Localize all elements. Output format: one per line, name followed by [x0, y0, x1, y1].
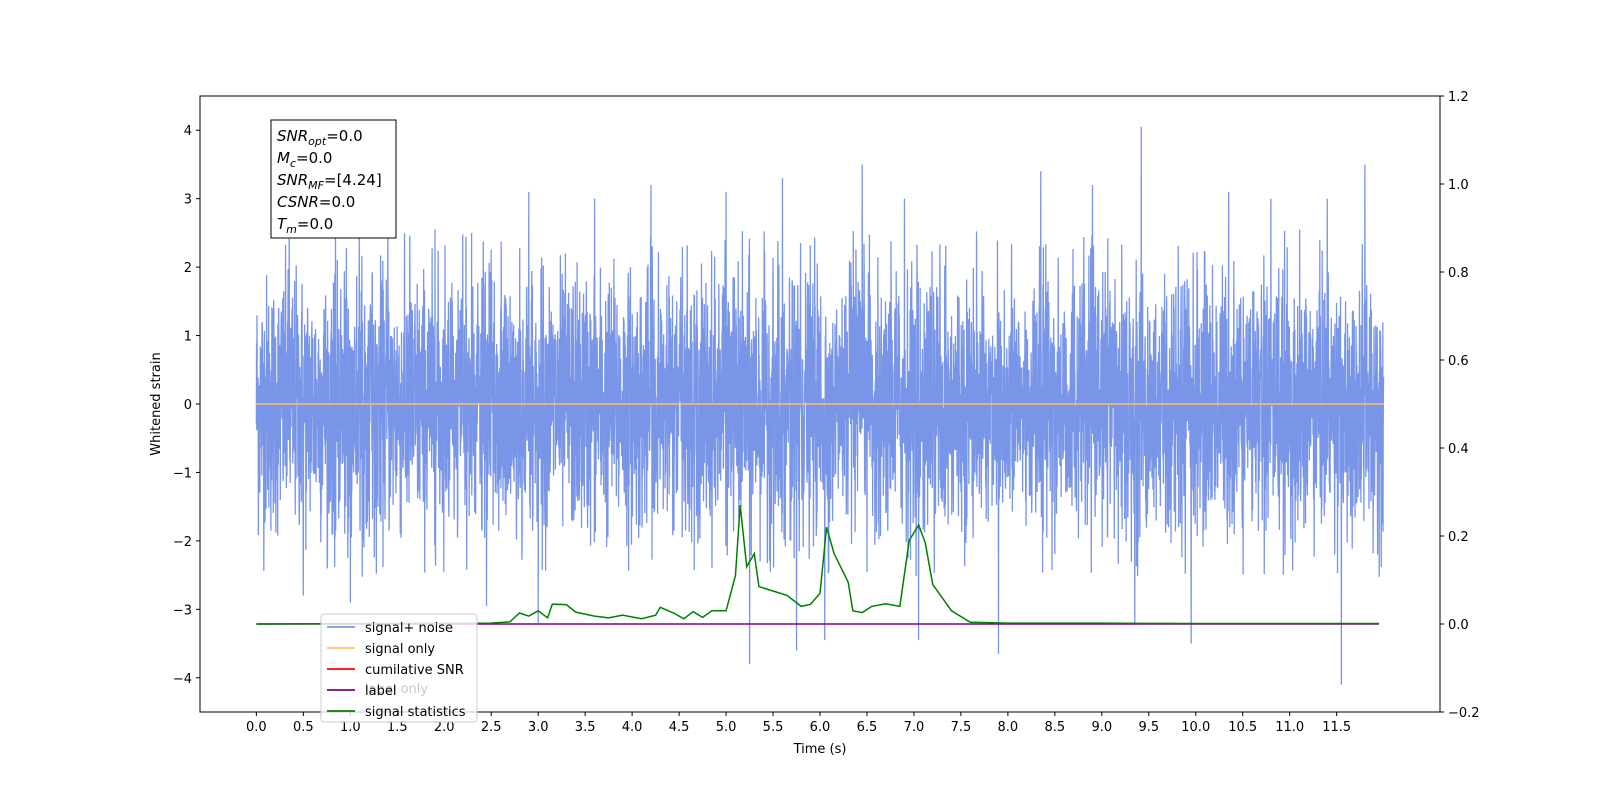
- y-tick-label: −3: [173, 603, 192, 618]
- x-tick-label: 9.5: [1138, 720, 1159, 735]
- y2-tick-label: 1.2: [1448, 90, 1469, 105]
- y-tick-label: 4: [184, 124, 192, 139]
- y2-tick-label: 0.2: [1448, 530, 1469, 545]
- legend-entry: signal only: [365, 642, 435, 657]
- x-tick-label: 11.0: [1275, 720, 1304, 735]
- y-tick-label: −1: [173, 466, 192, 481]
- x-tick-label: 9.0: [1091, 720, 1112, 735]
- x-tick-label: 10.0: [1181, 720, 1210, 735]
- x-tick-label: 3.0: [528, 720, 549, 735]
- x-tick-label: 1.5: [387, 720, 408, 735]
- y2-tick-label: 0.8: [1448, 266, 1469, 281]
- x-tick-label: 0.0: [246, 720, 267, 735]
- legend-ghost-text: label only: [365, 682, 428, 697]
- legend-entry: signal statistics: [365, 705, 466, 720]
- x-axis-label: Time (s): [793, 742, 847, 757]
- legend-entry: signal+ noise: [365, 621, 453, 636]
- series-signal-noise-line: [255, 126, 1385, 685]
- x-tick-label: 3.5: [575, 720, 596, 735]
- y-tick-label: −4: [173, 672, 192, 687]
- y-axis-right: −0.2 0.0 0.2 0.4 0.6 0.8 1.0 1.2: [1440, 90, 1480, 721]
- legend-entry: cumilative SNR: [365, 663, 464, 678]
- series-signal-statistics-line: [256, 505, 1379, 625]
- x-tick-label: 0.5: [293, 720, 314, 735]
- x-tick-label: 1.0: [340, 720, 361, 735]
- y-tick-label: 2: [184, 261, 192, 276]
- legend-frame: [320, 613, 478, 723]
- x-tick-label: 4.5: [669, 720, 690, 735]
- y-axis-label: Whitened strain: [149, 352, 164, 455]
- y-axis-left: −4 −3 −2 −1 0 1 2 3 4: [173, 124, 200, 687]
- y2-tick-label: 0.6: [1448, 354, 1469, 369]
- x-axis: 0.0 0.5 1.0 1.5 2.0 2.5 3.0 3.5 4.0 4.5 5.0 5.5 6.0 6…: [246, 712, 1351, 735]
- info-line: CSNR=0.0: [277, 193, 355, 211]
- y2-tick-label: 0.4: [1448, 442, 1469, 457]
- x-tick-label: 11.5: [1322, 720, 1351, 735]
- x-tick-label: 6.5: [857, 720, 878, 735]
- info-line: SNRMF=[4.24]: [277, 171, 382, 192]
- x-tick-label: 2.5: [481, 720, 502, 735]
- x-tick-label: 8.0: [998, 720, 1019, 735]
- legend-entry: label: [365, 684, 396, 699]
- x-tick-label: 6.0: [810, 720, 831, 735]
- y-tick-label: 1: [184, 330, 192, 345]
- y2-tick-label: −0.2: [1448, 706, 1480, 721]
- y-tick-label: 3: [184, 193, 192, 208]
- y2-tick-label: 1.0: [1448, 178, 1469, 193]
- y-tick-label: 0: [184, 398, 192, 413]
- legend: label only signal+ noise signal only cumila…: [320, 613, 478, 723]
- x-tick-label: 4.0: [622, 720, 643, 735]
- info-line: Tm=0.0: [277, 215, 333, 236]
- x-tick-label: 2.0: [434, 720, 455, 735]
- x-tick-label: 5.0: [716, 720, 737, 735]
- info-line: Mc=0.0: [277, 149, 332, 170]
- x-tick-label: 5.5: [763, 720, 784, 735]
- info-box-frame: [270, 119, 397, 239]
- y2-tick-label: 0.0: [1448, 618, 1469, 633]
- x-tick-label: 7.5: [951, 720, 972, 735]
- y-tick-label: −2: [173, 535, 192, 550]
- x-tick-label: 8.5: [1045, 720, 1066, 735]
- info-line: SNRopt=0.0: [277, 127, 363, 148]
- x-tick-label: 10.5: [1228, 720, 1257, 735]
- x-tick-label: 7.0: [904, 720, 925, 735]
